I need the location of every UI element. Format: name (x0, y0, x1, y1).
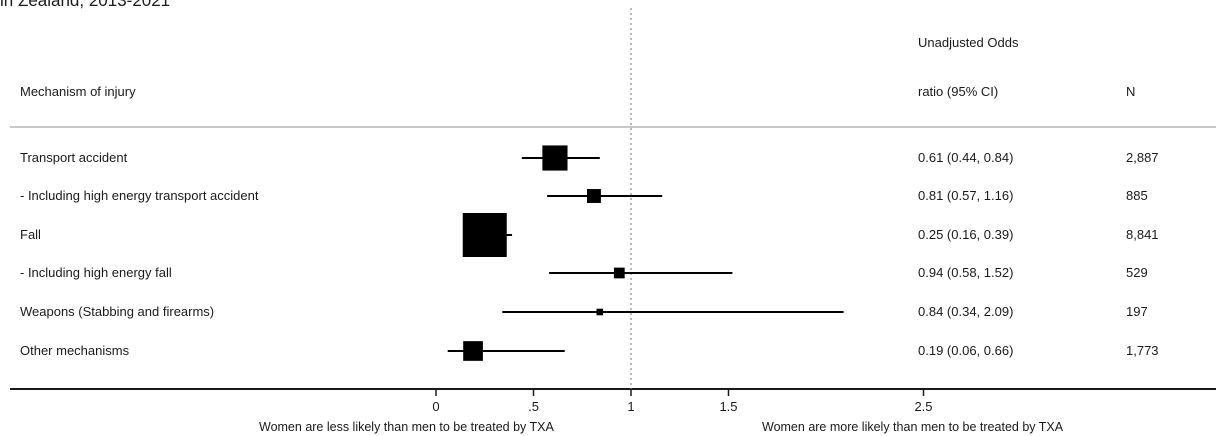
row-label: - Including high energy transport accide… (20, 188, 259, 203)
point-estimate-marker (613, 267, 625, 279)
odds-ratio-value: 0.25 (0.16, 0.39) (918, 227, 1013, 242)
x-axis: 0 .5 1 1.5 2.5 (432, 389, 933, 414)
odds-ratio-value: 0.84 (0.34, 2.09) (918, 304, 1013, 319)
odds-ratio-value: 0.94 (0.58, 1.52) (918, 265, 1013, 280)
forest-row: Weapons (Stabbing and firearms) 0.84 (0.3… (20, 304, 1148, 319)
x-tick-label: 2.5 (914, 399, 932, 414)
x-tick-label: 1 (627, 399, 634, 414)
n-value: 8,841 (1126, 227, 1159, 242)
header-label: Mechanism of injury (20, 84, 136, 99)
header-or-line2: ratio (95% CI) (918, 84, 998, 99)
odds-ratio-value: 0.19 (0.06, 0.66) (918, 343, 1013, 358)
point-estimate-marker (463, 341, 483, 361)
n-value: 2,887 (1126, 150, 1159, 165)
forest-row: Other mechanisms 0.19 (0.06, 0.66) 1,773 (20, 341, 1159, 361)
cropped-title: in Zealand, 2013-2021 (0, 0, 171, 10)
point-estimate-marker (542, 145, 568, 171)
forest-row: Transport accident 0.61 (0.44, 0.84) 2,887 (20, 145, 1159, 171)
row-label: - Including high energy fall (20, 265, 172, 280)
x-label-left: Women are less likely than men to be tre… (259, 420, 554, 434)
n-value: 197 (1126, 304, 1148, 319)
x-tick-label: 1.5 (719, 399, 737, 414)
row-label: Fall (20, 227, 41, 242)
header-n: N (1126, 84, 1135, 99)
forest-row: - Including high energy transport accide… (20, 188, 1148, 203)
n-value: 529 (1126, 265, 1148, 280)
header-or-line1: Unadjusted Odds (918, 35, 1019, 50)
odds-ratio-value: 0.61 (0.44, 0.84) (918, 150, 1013, 165)
forest-row: - Including high energy fall 0.94 (0.58, … (20, 265, 1148, 280)
n-value: 1,773 (1126, 343, 1159, 358)
point-estimate-marker (596, 308, 604, 316)
n-value: 885 (1126, 188, 1148, 203)
row-label: Transport accident (20, 150, 128, 165)
row-label: Weapons (Stabbing and firearms) (20, 304, 214, 319)
point-estimate-marker (462, 213, 507, 257)
point-estimate-marker (586, 189, 601, 203)
forest-row: Fall 0.25 (0.16, 0.39) 8,841 (20, 213, 1159, 257)
row-label: Other mechanisms (20, 343, 130, 358)
column-headers: Mechanism of injury Unadjusted Odds rati… (20, 35, 1135, 99)
x-label-right: Women are more likely than men to be tre… (762, 420, 1064, 434)
x-tick-label: .5 (528, 399, 539, 414)
forest-rows: Transport accident 0.61 (0.44, 0.84) 2,887… (20, 145, 1159, 361)
odds-ratio-value: 0.81 (0.57, 1.16) (918, 188, 1013, 203)
x-tick-label: 0 (432, 399, 439, 414)
